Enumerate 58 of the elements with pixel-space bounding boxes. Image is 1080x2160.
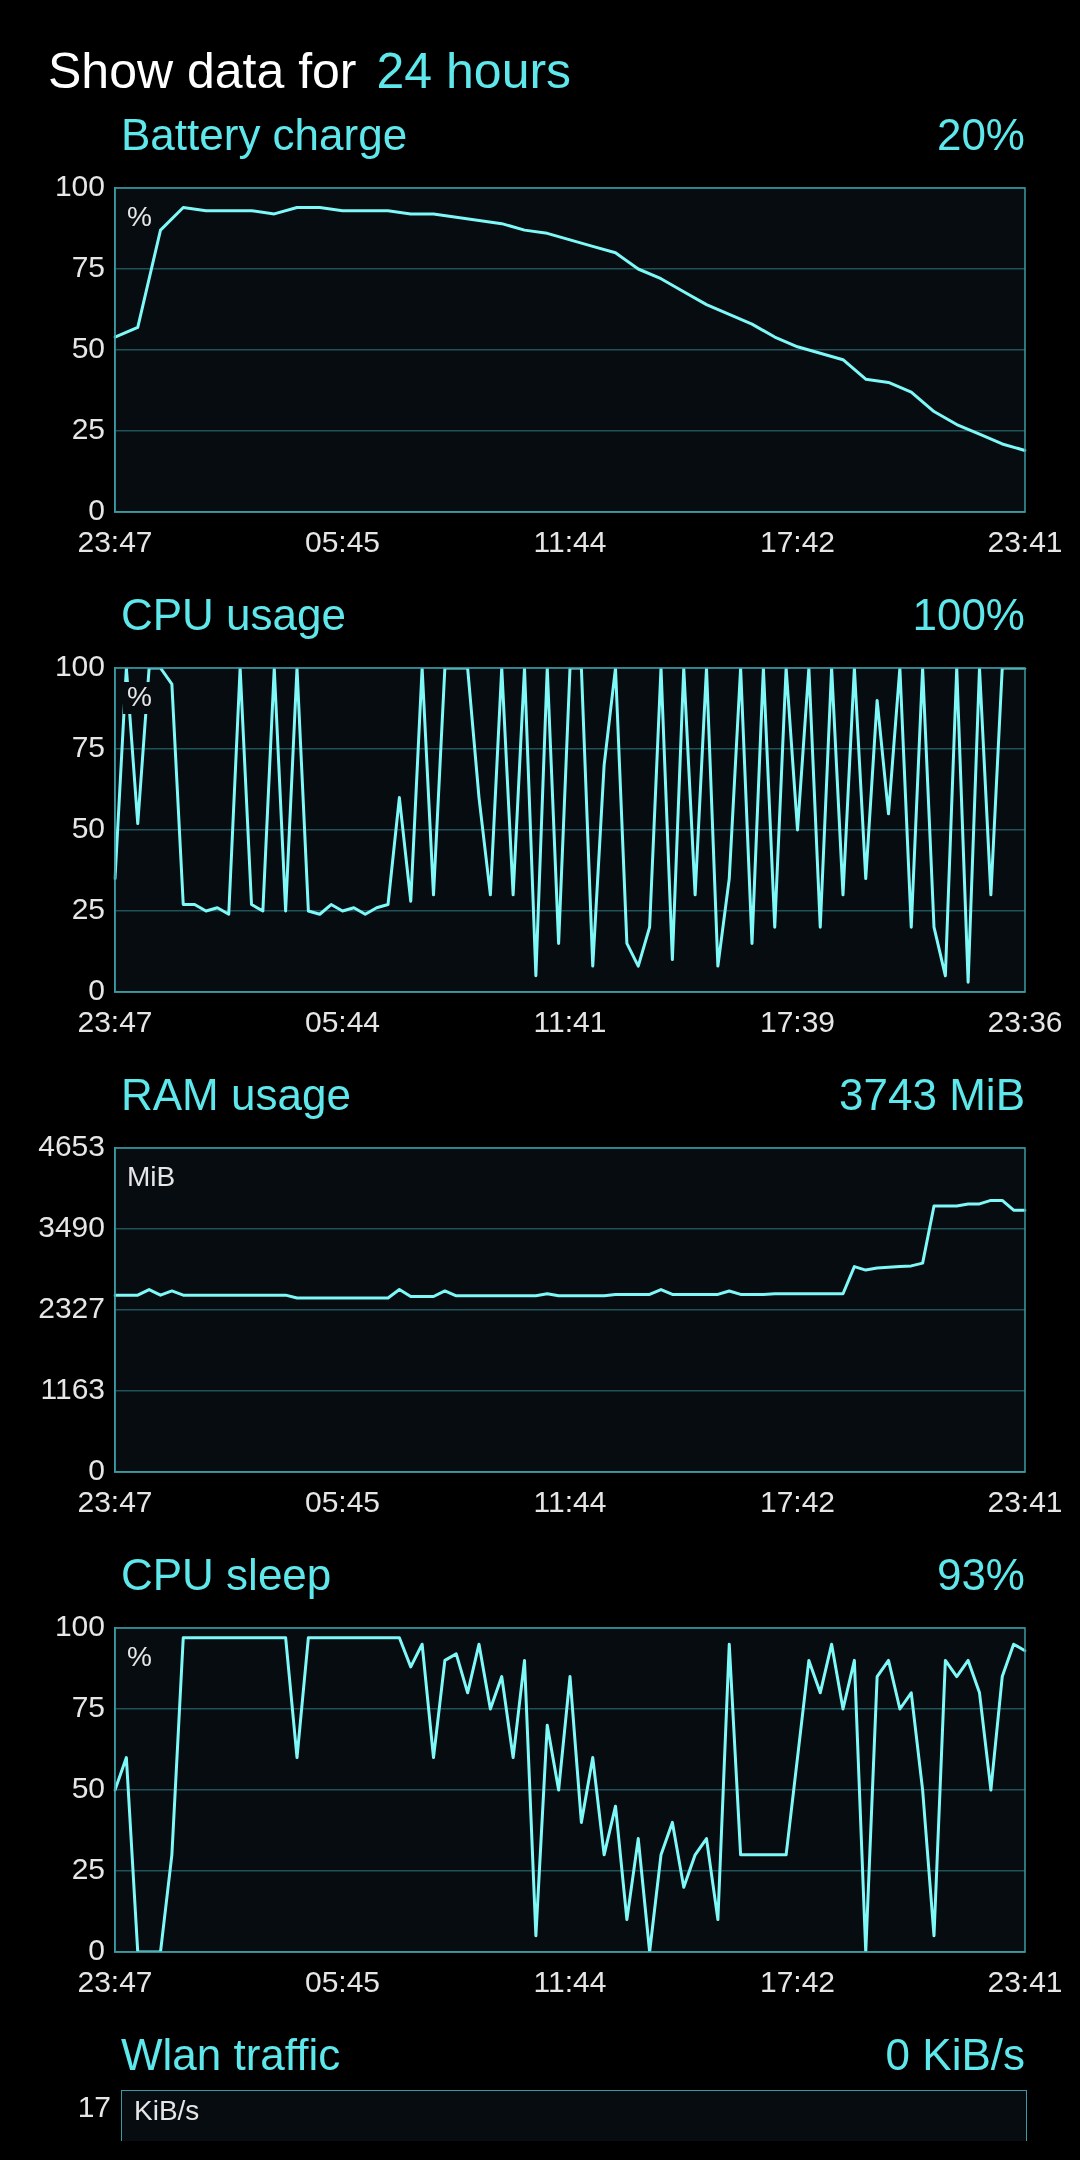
y-tick-label: 0 — [88, 1453, 105, 1487]
x-tick-label: 23:41 — [987, 1485, 1063, 1519]
text: 17 — [77, 2090, 111, 2124]
text: 0 KiB/s — [885, 2030, 1025, 2080]
y-axis-title: % — [127, 200, 152, 232]
text: KiB/s — [134, 2095, 200, 2127]
x-tick-label: 11:41 — [533, 1005, 607, 1039]
y-tick-label: 2327 — [38, 1291, 105, 1325]
chart-title: Battery charge — [121, 110, 408, 160]
text: Show data for — [48, 42, 357, 100]
y-axis-title: % — [127, 680, 152, 712]
y-tick-label: 75 — [71, 1690, 105, 1724]
x-tick-label: 17:39 — [759, 1005, 836, 1039]
x-tick-label: 23:47 — [77, 1485, 153, 1519]
y-tick-label: 25 — [71, 412, 105, 446]
chart-title: CPU usage — [121, 590, 347, 640]
x-tick-label: 11:44 — [533, 1485, 607, 1519]
x-tick-label: 23:47 — [77, 1005, 153, 1039]
y-tick-label: 4653 — [38, 1129, 105, 1163]
chart-subtitle: 3743 MiB — [839, 1070, 1025, 1120]
y-tick-label: 75 — [71, 250, 105, 284]
y-tick-label: 50 — [71, 1771, 105, 1805]
y-tick-label: 0 — [88, 493, 105, 527]
y-tick-label: 0 — [88, 973, 105, 1007]
y-tick-label: 50 — [71, 811, 105, 845]
y-tick-label: 50 — [71, 331, 105, 365]
chart-title: RAM usage — [121, 1070, 351, 1120]
y-tick-label: 1163 — [40, 1372, 105, 1406]
y-axis-title: % — [127, 1640, 152, 1672]
x-tick-label: 17:42 — [759, 1485, 836, 1519]
x-tick-label: 05:45 — [304, 1965, 381, 1999]
y-tick-label: 100 — [54, 169, 105, 203]
x-tick-label: 23:47 — [77, 525, 153, 559]
chart-subtitle: 20% — [936, 110, 1025, 160]
x-tick-label: 23:36 — [987, 1005, 1063, 1039]
y-tick-label: 25 — [71, 1852, 105, 1886]
x-tick-label: 11:44 — [533, 525, 607, 559]
x-tick-label: 17:42 — [759, 1965, 836, 1999]
y-tick-label: 25 — [71, 892, 105, 926]
y-axis-title: MiB — [127, 1160, 176, 1192]
x-tick-label: 05:44 — [304, 1005, 381, 1039]
y-tick-label: 3490 — [38, 1210, 105, 1244]
x-tick-label: 17:42 — [759, 525, 836, 559]
x-tick-label: 05:45 — [304, 1485, 381, 1519]
chart-subtitle: 93% — [936, 1550, 1025, 1600]
chart-subtitle: 100% — [912, 590, 1025, 640]
x-tick-label: 23:47 — [77, 1965, 153, 1999]
x-tick-label: 11:44 — [533, 1965, 607, 1999]
chart-title: CPU sleep — [121, 1550, 332, 1600]
y-tick-label: 75 — [71, 730, 105, 764]
x-tick-label: 05:45 — [304, 525, 381, 559]
text: 24 hours — [376, 42, 572, 100]
y-tick-label: 100 — [54, 649, 105, 683]
x-tick-label: 23:41 — [987, 1965, 1063, 1999]
text: Wlan traffic — [121, 2030, 341, 2080]
x-tick-label: 23:41 — [987, 525, 1063, 559]
y-tick-label: 0 — [88, 1933, 105, 1967]
y-tick-label: 100 — [54, 1609, 105, 1643]
